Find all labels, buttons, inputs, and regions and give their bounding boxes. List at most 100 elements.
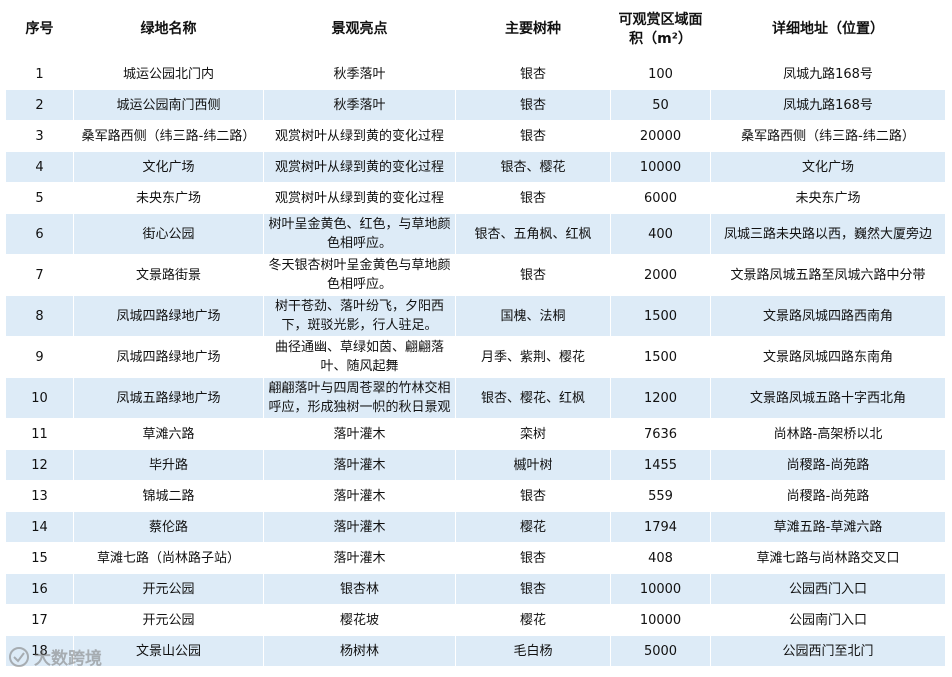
table-cell: 银杏 [455,573,611,605]
table-cell: 2 [5,89,74,121]
table-cell: 尚稷路-尚苑路 [710,480,946,512]
table-row: 18 文景山公园 杨树林 毛白杨 5000 公园西门至北门 [5,635,946,667]
table-cell: 冬天银杏树叶呈金黄色与草地颜色相呼应。 [263,254,456,296]
table-cell: 20000 [610,120,711,152]
table-cell: 观赏树叶从绿到黄的变化过程 [263,120,456,152]
table-row: 17 开元公园 樱花坡 樱花 10000 公园南门入口 [5,604,946,636]
table-cell: 草滩七路（尚林路子站） [73,542,264,574]
header-cell: 序号 [5,0,74,59]
table-cell: 18 [5,635,74,667]
table-cell: 公园西门入口 [710,573,946,605]
table-cell: 1500 [610,336,711,378]
table-cell: 落叶灌木 [263,542,456,574]
table-cell: 7 [5,254,74,296]
table-cell: 樱花 [455,604,611,636]
table-cell: 杨树林 [263,635,456,667]
table-cell: 1455 [610,449,711,481]
table-cell: 观赏树叶从绿到黄的变化过程 [263,182,456,214]
table-cell: 桑军路西侧（纬三路-纬二路） [73,120,264,152]
table-row: 12 毕升路 落叶灌木 槭叶树 1455 尚稷路-尚苑路 [5,449,946,481]
table-cell: 银杏、樱花 [455,151,611,183]
table-row: 10 凤城五路绿地广场 翩翩落叶与四周苍翠的竹林交相呼应，形成独树一帜的秋日景观 银杏… [5,377,946,419]
table-cell: 银杏、樱花、红枫 [455,377,611,419]
table-row: 8 凤城四路绿地广场 树干苍劲、落叶纷飞，夕阳西下，斑驳光影，行人驻足。 国槐、法桐 1… [5,295,946,337]
table-cell: 银杏 [455,480,611,512]
table-row: 16 开元公园 银杏林 银杏 10000 公园西门入口 [5,573,946,605]
table-cell: 开元公园 [73,573,264,605]
table-cell: 400 [610,213,711,255]
table-cell: 樱花 [455,511,611,543]
table-cell: 1500 [610,295,711,337]
header-cell: 详细地址（位置） [710,0,946,59]
table-cell: 5 [5,182,74,214]
table-cell: 槭叶树 [455,449,611,481]
table-cell: 文景路凤城五路十字西北角 [710,377,946,419]
table-cell: 银杏 [455,120,611,152]
table-cell: 银杏 [455,58,611,90]
header-row: 序号 绿地名称 景观亮点 主要树种 可观赏区域面积（m²） 详细地址（位置） [5,0,946,59]
table-row: 6 街心公园 树叶呈金黄色、红色，与草地颜色相呼应。 银杏、五角枫、红枫 400 凤城三路… [5,213,946,255]
table-cell: 国槐、法桐 [455,295,611,337]
table-cell: 5000 [610,635,711,667]
table-cell: 毕升路 [73,449,264,481]
table-cell: 公园南门入口 [710,604,946,636]
table-cell: 10000 [610,573,711,605]
table-cell: 11 [5,418,74,450]
table-cell: 1 [5,58,74,90]
table-cell: 100 [610,58,711,90]
table-row: 9 凤城四路绿地广场 曲径通幽、草绿如茵、翩翩落叶、随风起舞 月季、紫荆、樱花 1500… [5,336,946,378]
header-cell: 主要树种 [455,0,611,59]
table-row: 13 锦城二路 落叶灌木 银杏 559 尚稷路-尚苑路 [5,480,946,512]
table-cell: 文化广场 [73,151,264,183]
table-cell: 凤城三路未央路以西，巍然大厦旁边 [710,213,946,255]
table-cell: 桑军路西侧（纬三路-纬二路） [710,120,946,152]
table-cell: 凤城九路168号 [710,89,946,121]
table-cell: 12 [5,449,74,481]
table-row: 2 城运公园南门西侧 秋季落叶 银杏 50 凤城九路168号 [5,89,946,121]
table-body: 1 城运公园北门内 秋季落叶 银杏 100 凤城九路168号 2 城运公园南门西侧 秋季落叶 银杏… [5,58,946,667]
table-cell: 3 [5,120,74,152]
table-cell: 樱花坡 [263,604,456,636]
table-cell: 秋季落叶 [263,89,456,121]
table-cell: 落叶灌木 [263,511,456,543]
table-cell: 10000 [610,151,711,183]
table-cell: 凤城四路绿地广场 [73,295,264,337]
header-cell: 景观亮点 [263,0,456,59]
watermark-logo [9,646,29,667]
table-cell: 银杏 [455,182,611,214]
table-cell: 凤城四路绿地广场 [73,336,264,378]
table-cell: 城运公园南门西侧 [73,89,264,121]
table-cell: 落叶灌木 [263,480,456,512]
table-cell: 1794 [610,511,711,543]
table-cell: 文景路凤城四路东南角 [710,336,946,378]
table-cell: 毛白杨 [455,635,611,667]
table-cell: 未央东广场 [73,182,264,214]
table-cell: 1200 [610,377,711,419]
table-cell: 尚林路-高架桥以北 [710,418,946,450]
table-cell: 凤城九路168号 [710,58,946,90]
table-row: 15 草滩七路（尚林路子站） 落叶灌木 银杏 408 草滩七路与尚林路交叉口 [5,542,946,574]
table-cell: 文景路凤城四路西南角 [710,295,946,337]
table-cell: 银杏、五角枫、红枫 [455,213,611,255]
table-cell: 8 [5,295,74,337]
table-row: 5 未央东广场 观赏树叶从绿到黄的变化过程 银杏 6000 未央东广场 [5,182,946,214]
table-cell: 文化广场 [710,151,946,183]
table-cell: 9 [5,336,74,378]
table-row: 1 城运公园北门内 秋季落叶 银杏 100 凤城九路168号 [5,58,946,90]
table-cell: 尚稷路-尚苑路 [710,449,946,481]
table-cell: 4 [5,151,74,183]
table-cell: 落叶灌木 [263,418,456,450]
table-cell: 6000 [610,182,711,214]
table-cell: 408 [610,542,711,574]
table-cell: 559 [610,480,711,512]
watermark-text: 大数跨境 [34,649,102,669]
table-cell: 观赏树叶从绿到黄的变化过程 [263,151,456,183]
table-cell: 月季、紫荆、樱花 [455,336,611,378]
table-cell: 16 [5,573,74,605]
table-cell: 2000 [610,254,711,296]
table-cell: 街心公园 [73,213,264,255]
table-cell: 草滩七路与尚林路交叉口 [710,542,946,574]
table-cell: 银杏林 [263,573,456,605]
table-cell: 树叶呈金黄色、红色，与草地颜色相呼应。 [263,213,456,255]
